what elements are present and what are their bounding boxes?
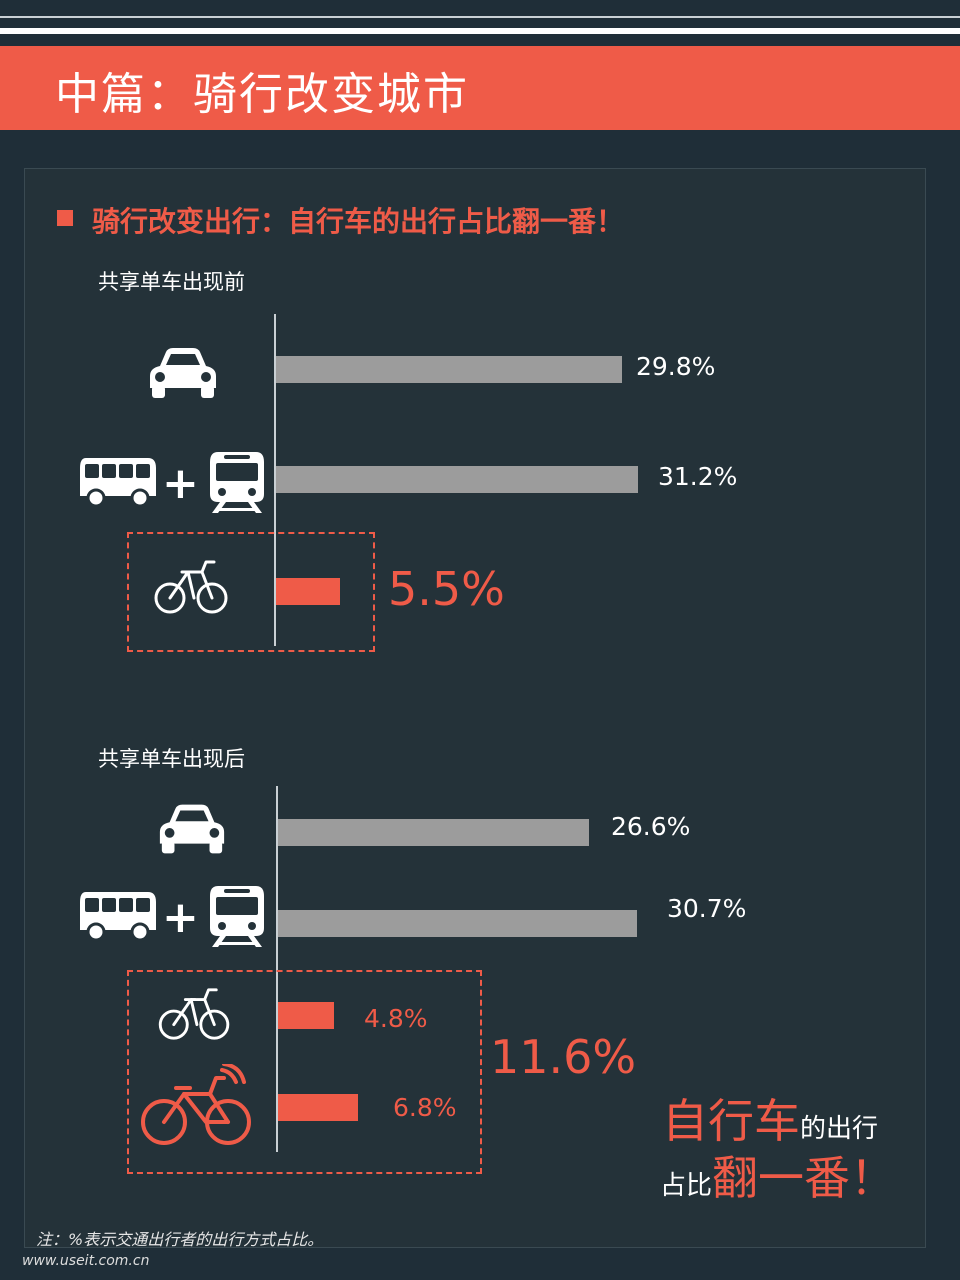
value-label-before-1: 31.2%	[658, 462, 738, 491]
callout-line-1: 自行车的出行	[662, 1085, 878, 1151]
top-divider-thick	[0, 28, 960, 34]
bicycle-icon-after	[158, 988, 230, 1040]
value-label-before-0: 29.8%	[636, 352, 716, 381]
title-banner: 中篇：骑行改变城市	[0, 46, 960, 130]
bar-after-0	[278, 819, 589, 846]
bicycle-total-label: 11.6%	[490, 1030, 637, 1084]
bar-after-2	[278, 1002, 334, 1029]
callout-ratio: 占比	[660, 1171, 713, 1201]
callout-line-2: 占比翻一番！	[660, 1142, 896, 1208]
train-icon-after	[210, 886, 264, 947]
bar-before-1	[276, 466, 638, 493]
shared-bike-icon	[141, 1064, 251, 1145]
section-title: 骑行改变出行：自行车的出行占比翻一番！	[92, 205, 625, 238]
car-icon-after	[159, 804, 225, 854]
bar-after-1	[278, 910, 637, 937]
chart-before-axis	[274, 314, 276, 646]
value-label-after-0: 26.6%	[611, 812, 691, 841]
callout-doubled: 翻一番！	[712, 1151, 897, 1205]
value-label-before-2: 5.5%	[388, 562, 505, 616]
value-label-after-1: 30.7%	[667, 894, 747, 923]
footnote: 注：%表示交通出行者的出行方式占比。	[36, 1230, 324, 1249]
bar-before-0	[276, 356, 622, 383]
bus-icon-after	[80, 892, 156, 942]
callout-bicycle: 自行车	[662, 1094, 800, 1148]
plus-icon: +	[162, 458, 199, 509]
bar-before-2	[276, 578, 340, 605]
bicycle-highlight-box-after	[127, 970, 482, 1174]
section-bullet	[57, 210, 73, 226]
chart-after-axis	[276, 786, 278, 1152]
bar-after-3	[278, 1094, 358, 1121]
top-divider-thin	[0, 16, 960, 18]
bus-icon	[80, 458, 156, 508]
chart-before-title: 共享单车出现前	[98, 270, 245, 294]
train-icon	[210, 452, 264, 513]
page-title: 中篇：骑行改变城市	[55, 69, 469, 120]
plus-icon-after: +	[162, 892, 199, 943]
footer-url: www.useit.com.cn	[22, 1253, 150, 1269]
chart-after-title: 共享单车出现后	[98, 747, 245, 771]
value-label-after-3: 6.8%	[393, 1093, 457, 1122]
bicycle-highlight-box-before	[127, 532, 375, 652]
bicycle-icon	[154, 560, 228, 614]
car-icon	[150, 348, 216, 398]
callout-share: 的出行	[800, 1114, 879, 1144]
value-label-after-2: 4.8%	[364, 1004, 428, 1033]
